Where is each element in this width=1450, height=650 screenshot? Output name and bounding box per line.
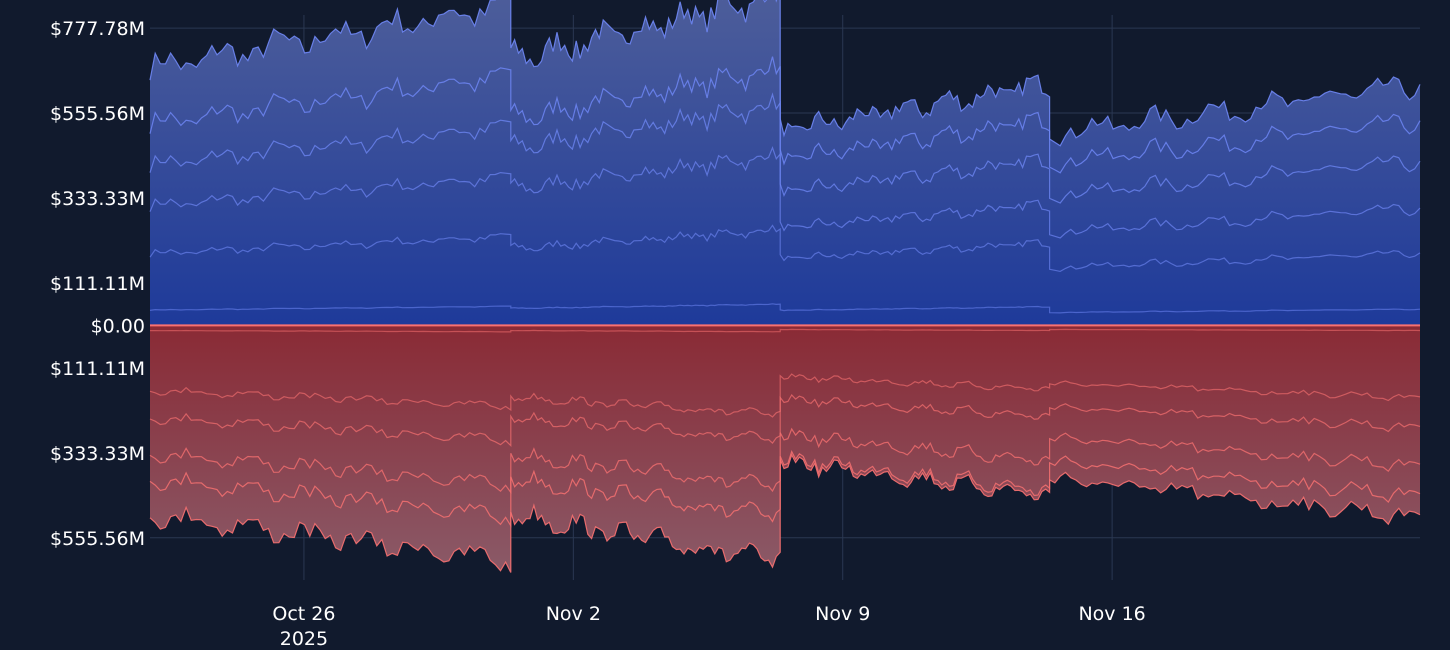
negative-series-line-2 <box>149 394 1421 448</box>
positive-series-line-2 <box>149 145 1421 239</box>
x-tick-sublabel-0: 2025 <box>280 628 328 650</box>
x-tick-label-3: Nov 16 <box>1078 603 1145 625</box>
area-layer <box>150 0 1420 573</box>
y-tick-label-1: $555.56M <box>50 103 145 125</box>
y-tick-label-3: $111.11M <box>50 273 145 295</box>
positive-series-line-5 <box>149 0 1421 147</box>
x-tick-label-2: Nov 9 <box>815 603 870 625</box>
negative-series-line-0 <box>150 328 1421 333</box>
positive-series-line-0 <box>149 303 1421 314</box>
negative-series-line-1 <box>149 373 1421 418</box>
x-tick-label-0: Oct 26 <box>272 603 335 625</box>
x-tick-label-1: Nov 2 <box>546 603 601 625</box>
series-lines-layer <box>149 0 1421 573</box>
y-tick-label-5: $111.11M <box>50 358 145 380</box>
negative-area-fill <box>150 325 1420 573</box>
y-tick-label-2: $333.33M <box>50 188 145 210</box>
y-tick-label-7: $555.56M <box>50 528 145 550</box>
positive-series-line-1 <box>149 224 1421 273</box>
y-tick-label-4: $0.00 <box>91 315 145 337</box>
y-tick-label-0: $777.78M <box>50 18 145 40</box>
y-tick-label-6: $333.33M <box>50 443 145 465</box>
axis-labels-layer: $777.78M $555.56M $333.33M $111.11M $0.00 $11… <box>50 18 1146 650</box>
negative-series-line-5 <box>149 453 1421 573</box>
